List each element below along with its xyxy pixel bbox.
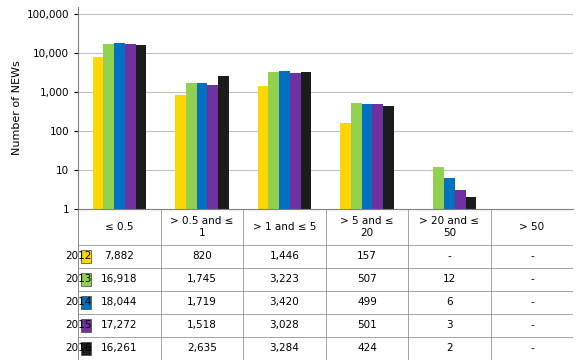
Bar [372, 104, 383, 360]
Text: 2,635: 2,635 [187, 343, 217, 354]
Bar [186, 82, 196, 360]
Text: 3: 3 [446, 320, 453, 330]
Bar [114, 43, 125, 360]
Text: 2015: 2015 [65, 320, 91, 330]
Text: 3,028: 3,028 [270, 320, 299, 330]
Bar [444, 179, 455, 360]
Bar [340, 123, 351, 360]
Text: 2014: 2014 [65, 297, 91, 307]
Text: 3,223: 3,223 [269, 274, 299, 284]
Bar [175, 95, 186, 360]
Bar [80, 342, 90, 355]
Text: 2: 2 [446, 343, 453, 354]
Text: -: - [530, 297, 534, 307]
Text: 18,044: 18,044 [101, 297, 138, 307]
Text: -: - [530, 343, 534, 354]
Text: 1,446: 1,446 [269, 251, 299, 261]
Text: 2012: 2012 [65, 251, 91, 261]
Text: 499: 499 [357, 297, 377, 307]
Bar [125, 44, 135, 360]
Bar [290, 73, 301, 360]
Text: -: - [530, 320, 534, 330]
Text: 1,745: 1,745 [187, 274, 217, 284]
Bar [80, 296, 90, 309]
Text: 12: 12 [443, 274, 456, 284]
Bar [196, 83, 207, 360]
Bar [455, 190, 466, 360]
Bar [218, 76, 229, 360]
Bar [361, 104, 372, 360]
Bar [279, 71, 290, 360]
Text: 3,420: 3,420 [270, 297, 299, 307]
Text: 6: 6 [446, 297, 453, 307]
Text: > 1 and ≤ 5: > 1 and ≤ 5 [253, 222, 316, 232]
Bar [433, 167, 444, 360]
Text: > 50: > 50 [519, 222, 544, 232]
Bar [301, 72, 312, 360]
Bar [351, 103, 361, 360]
Text: > 5 and ≤
20: > 5 and ≤ 20 [340, 216, 394, 238]
Text: -: - [448, 251, 451, 261]
Bar [80, 319, 90, 332]
Bar [466, 197, 477, 360]
Text: 17,272: 17,272 [101, 320, 138, 330]
Text: 16,261: 16,261 [101, 343, 138, 354]
Text: ≤ 0.5: ≤ 0.5 [105, 222, 134, 232]
Bar [207, 85, 218, 360]
Text: -: - [530, 274, 534, 284]
Bar [80, 250, 90, 263]
Text: > 0.5 and ≤
1: > 0.5 and ≤ 1 [170, 216, 233, 238]
Bar [258, 86, 268, 360]
Text: > 20 and ≤
50: > 20 and ≤ 50 [419, 216, 479, 238]
Text: 2016: 2016 [65, 343, 91, 354]
Text: 507: 507 [357, 274, 377, 284]
Text: -: - [530, 251, 534, 261]
Bar [93, 57, 103, 360]
Y-axis label: Number of NEWs: Number of NEWs [13, 60, 23, 156]
Text: 424: 424 [357, 343, 377, 354]
Text: 501: 501 [357, 320, 377, 330]
Bar [135, 45, 146, 360]
Text: 1,719: 1,719 [187, 297, 217, 307]
Bar [268, 72, 279, 360]
Text: 7,882: 7,882 [104, 251, 134, 261]
Text: 3,284: 3,284 [269, 343, 299, 354]
Text: 1,518: 1,518 [187, 320, 217, 330]
Bar [103, 44, 114, 360]
Text: 2013: 2013 [65, 274, 91, 284]
Bar [383, 107, 394, 360]
Text: 820: 820 [192, 251, 212, 261]
Text: 157: 157 [357, 251, 377, 261]
Text: 16,918: 16,918 [101, 274, 138, 284]
Bar [80, 273, 90, 286]
